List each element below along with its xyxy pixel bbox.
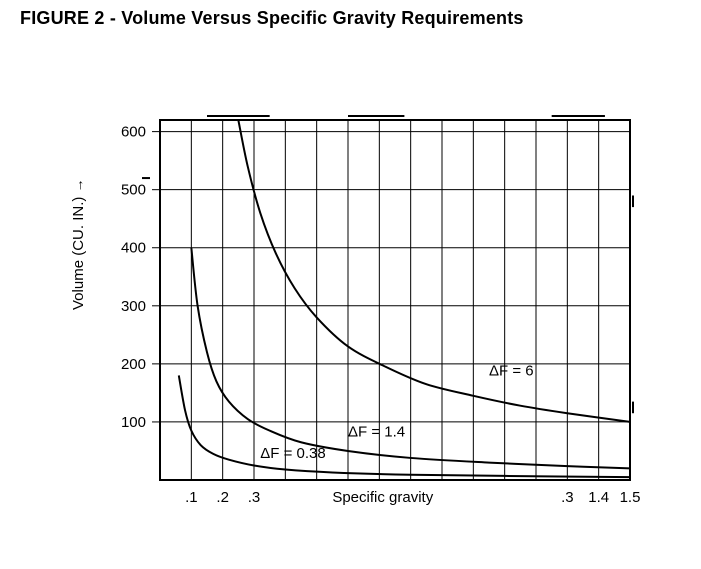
y-tick-label: 200 bbox=[121, 356, 146, 373]
x-tick-label: .2 bbox=[216, 489, 229, 506]
x-tick-label: 1.5 bbox=[620, 489, 641, 506]
y-axis-label-wrap: Volume (CU. IN.) → bbox=[70, 178, 87, 310]
x-tick-label: .3 bbox=[561, 489, 574, 506]
y-tick-label: 400 bbox=[121, 240, 146, 257]
curve-label-deltaF_6: ΔF = 6 bbox=[489, 362, 534, 379]
y-tick-label: 500 bbox=[121, 182, 146, 199]
arrow-up-icon: → bbox=[70, 178, 86, 192]
x-tick-label: .3 bbox=[248, 489, 261, 506]
page: FIGURE 2 - Volume Versus Specific Gravit… bbox=[0, 0, 701, 569]
curve-deltaF_6 bbox=[238, 120, 630, 422]
x-tick-label: 1.4 bbox=[588, 489, 609, 506]
chart-container: Volume (CU. IN.) → 100 200 300 400 500 600 .1.… bbox=[60, 110, 680, 550]
y-tick-label: 100 bbox=[121, 414, 146, 431]
y-tick-label: 600 bbox=[121, 124, 146, 141]
y-axis-label: Volume (CU. IN.) bbox=[70, 197, 87, 310]
y-tick-label: 300 bbox=[121, 298, 146, 315]
figure-title: FIGURE 2 - Volume Versus Specific Gravit… bbox=[20, 8, 524, 29]
x-axis-label: Specific gravity bbox=[332, 489, 433, 506]
chart-svg: 100 200 300 400 500 600 .1 .2 .3 .3 1.4 1.5 Specific… bbox=[60, 110, 680, 550]
x-tick-label: .1 bbox=[185, 489, 198, 506]
curve-label-deltaF_0_38: ΔF = 0.38 bbox=[260, 445, 325, 462]
curve-label-deltaF_1_4: ΔF = 1.4 bbox=[348, 423, 405, 440]
